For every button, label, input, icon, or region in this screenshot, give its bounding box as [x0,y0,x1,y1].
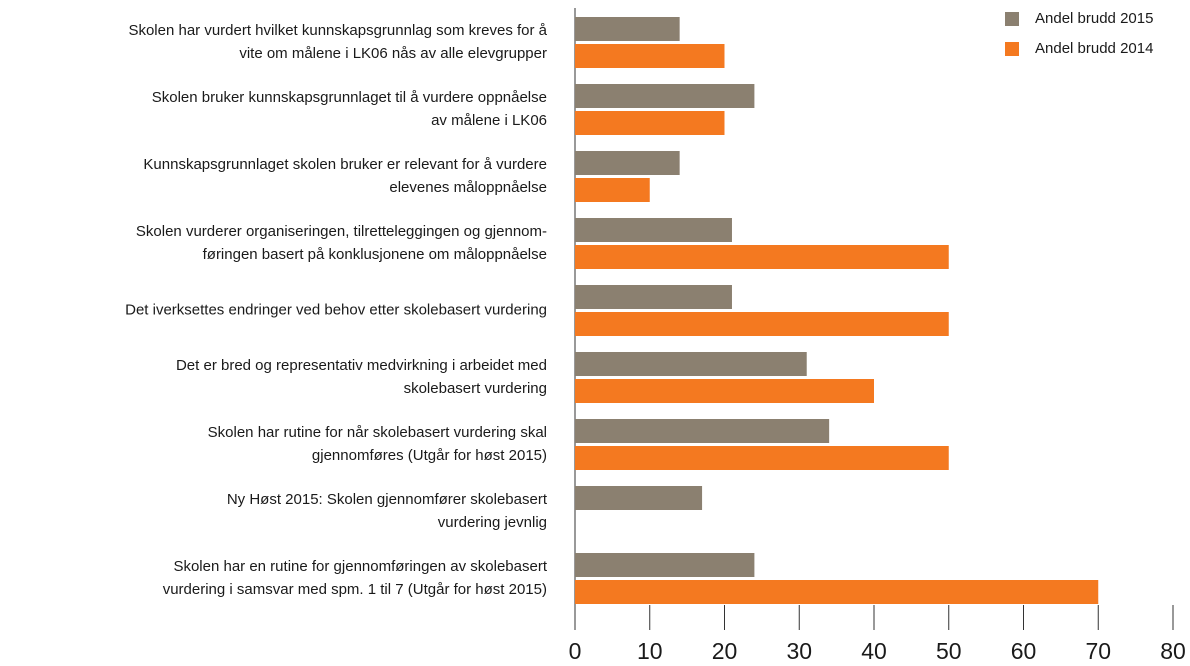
bar [575,111,725,135]
category-label: Kunnskapsgrunnlaget skolen bruker er rel… [143,156,547,196]
category-label: Skolen vurderer organiseringen, tilrette… [136,223,547,263]
legend-label: Andel brudd 2015 [1035,10,1153,27]
category-label: Skolen har rutine for når skolebasert vu… [208,424,547,464]
x-tick-label: 60 [1011,638,1037,664]
category-label: Skolen bruker kunnskapsgrunnlaget til å … [152,89,547,129]
bar [575,379,874,403]
category-label: Skolen har vurdert hvilket kunnskapsgrun… [128,22,547,62]
category-label: Ny Høst 2015: Skolen gjennomfører skoleb… [227,491,548,531]
bar [575,245,949,269]
bar [575,44,725,68]
bar [575,218,732,242]
bar [575,312,949,336]
x-tick-label: 10 [637,638,663,664]
bar [575,352,807,376]
bar [575,486,703,510]
x-tick-label: 70 [1085,638,1111,664]
category-label: Skolen har en rutine for gjennomføringen… [163,558,548,598]
legend-label: Andel brudd 2014 [1035,40,1153,57]
bar [575,84,755,108]
legend-swatch [1005,12,1019,26]
legend-swatch [1005,42,1019,56]
x-tick-label: 50 [936,638,962,664]
x-tick-label: 20 [712,638,738,664]
x-tick-label: 0 [569,638,582,664]
x-tick-label: 30 [786,638,812,664]
bar [575,285,732,309]
bar [575,446,949,470]
x-tick-label: 40 [861,638,887,664]
bar [575,580,1099,604]
category-label: Det er bred og representativ medvirkning… [176,357,547,397]
bar [575,553,755,577]
bar [575,178,650,202]
x-tick-label: 80 [1160,638,1186,664]
bar [575,419,830,443]
bar [575,17,680,41]
category-label: Det iverksettes endringer ved behov ette… [125,301,547,318]
bar [575,151,680,175]
